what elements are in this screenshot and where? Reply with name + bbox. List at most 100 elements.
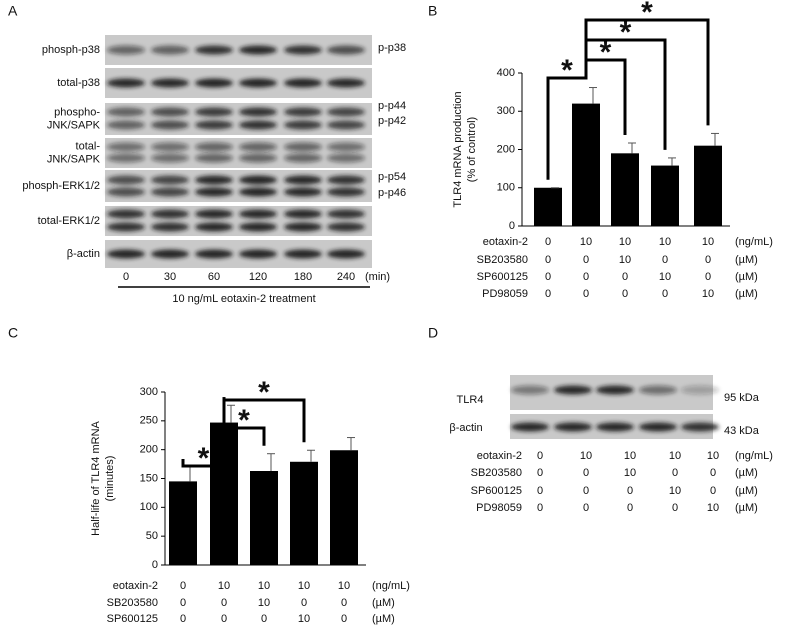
y-tick-label: 0 [509, 220, 515, 232]
blot-bands [107, 45, 365, 55]
y-tick-label: 100 [497, 182, 515, 194]
condition-name: SB203580 [107, 597, 158, 609]
blot-background [105, 138, 372, 168]
band [151, 78, 189, 88]
band [511, 385, 549, 395]
band [327, 107, 365, 117]
band [284, 142, 322, 152]
band [327, 187, 365, 197]
condition-unit: (µM) [735, 467, 758, 479]
band [327, 175, 365, 185]
band-label: p-p46 [378, 187, 406, 199]
band [284, 249, 322, 259]
condition-value: 0 [583, 254, 589, 266]
blot-bands [107, 78, 365, 88]
y-tick-label: 150 [140, 472, 158, 484]
significance-star: * [258, 376, 270, 409]
band [107, 120, 145, 130]
band [284, 175, 322, 185]
band-label: p-p38 [378, 42, 406, 54]
condition-value: 0 [672, 502, 678, 514]
band [596, 422, 634, 432]
band [195, 209, 233, 219]
significance-star: * [600, 36, 612, 69]
condition-name: eotaxin-2 [477, 450, 522, 462]
band [327, 209, 365, 219]
condition-value: 0 [705, 254, 711, 266]
band [284, 209, 322, 219]
band [284, 187, 322, 197]
condition-name: SB203580 [471, 467, 522, 479]
condition-value: 10 [702, 236, 714, 248]
band [107, 187, 145, 197]
row-label: β-actin [449, 422, 482, 434]
row-label: TLR4 [457, 394, 484, 406]
significance-star: * [620, 16, 632, 49]
condition-value: 0 [341, 613, 347, 625]
condition-value: 0 [662, 288, 668, 300]
condition-value: 10 [707, 502, 719, 514]
condition-unit: (ng/mL) [372, 580, 410, 592]
lane-label: 60 [208, 271, 220, 283]
row-label: phosph-p38 [42, 44, 100, 56]
band [195, 175, 233, 185]
band [327, 120, 365, 130]
condition-value: 10 [218, 580, 230, 592]
bar [572, 103, 600, 226]
band [195, 153, 233, 163]
band [327, 45, 365, 55]
condition-value: 0 [627, 485, 633, 497]
condition-value: 0 [341, 597, 347, 609]
band [239, 153, 277, 163]
lane-label: 240 [337, 271, 355, 283]
band [327, 249, 365, 259]
band [681, 422, 719, 432]
significance-bracket [222, 397, 306, 443]
band [284, 107, 322, 117]
band [195, 249, 233, 259]
condition-unit: (µM) [372, 597, 395, 609]
band [107, 107, 145, 117]
band [284, 120, 322, 130]
condition-unit: (µM) [735, 254, 758, 266]
band-label: p-p54 [378, 171, 406, 183]
blot-bands [511, 422, 719, 432]
band [596, 385, 634, 395]
condition-value: 10 [624, 467, 636, 479]
condition-unit: (µM) [735, 288, 758, 300]
band [239, 222, 277, 232]
condition-value: 10 [669, 450, 681, 462]
bar [169, 481, 197, 565]
condition-name: PD98059 [476, 502, 522, 514]
y-axis-label: TLR4 mRNA production (% of control) [452, 91, 478, 207]
y-tick-label: 250 [140, 415, 158, 427]
condition-value: 10 [258, 580, 270, 592]
y-tick-label: 100 [140, 501, 158, 513]
lane-unit: (min) [365, 271, 390, 283]
band-label: 43 kDa [724, 425, 760, 437]
band [151, 153, 189, 163]
condition-name: SB203580 [477, 254, 528, 266]
y-tick-label: 200 [140, 444, 158, 456]
condition-value: 0 [583, 467, 589, 479]
band [151, 209, 189, 219]
band [284, 222, 322, 232]
band [195, 107, 233, 117]
condition-value: 0 [622, 288, 628, 300]
panel-label: C [8, 325, 18, 341]
condition-value: 0 [710, 467, 716, 479]
band [284, 78, 322, 88]
treatment-label: 10 ng/mL eotaxin-2 treatment [172, 293, 315, 305]
y-tick-label: 0 [152, 559, 158, 571]
significance-bracket [584, 18, 710, 126]
y-axis-label-line: Half-life of TLR4 mRNA [90, 420, 102, 535]
panel-label: A [8, 3, 18, 19]
condition-value: 0 [545, 254, 551, 266]
band [195, 142, 233, 152]
condition-value: 0 [545, 288, 551, 300]
bar [694, 145, 722, 226]
condition-value: 0 [583, 271, 589, 283]
condition-value: 10 [619, 236, 631, 248]
row-label: phosph-ERK1/2 [22, 180, 100, 192]
band [239, 249, 277, 259]
